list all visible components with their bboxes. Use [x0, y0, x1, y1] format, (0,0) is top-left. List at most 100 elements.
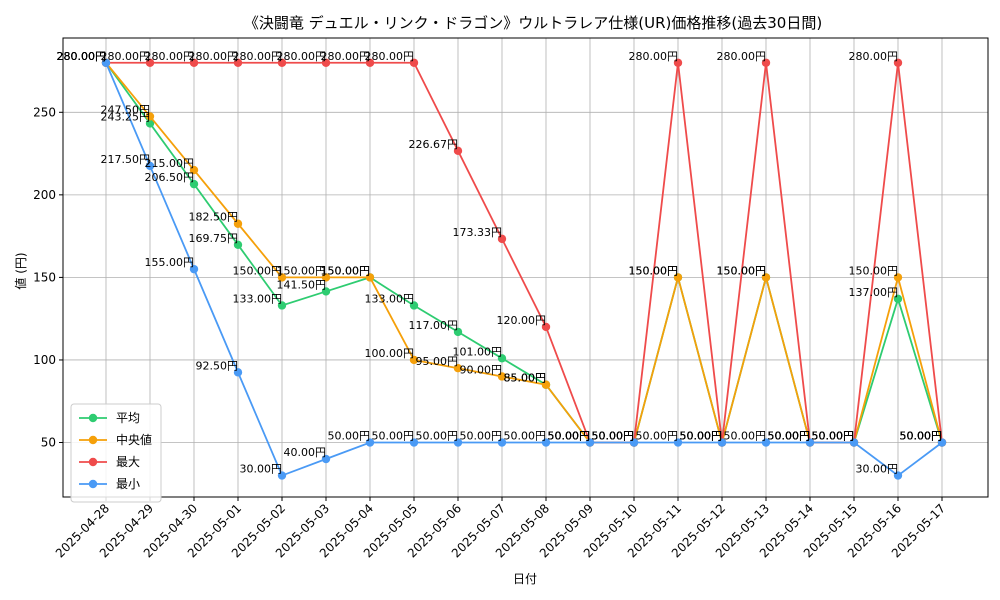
legend-box [70, 403, 162, 503]
series-line [105, 62, 943, 447]
data-point [453, 438, 463, 447]
data-label: 50.00円 [592, 430, 635, 443]
data-point [497, 354, 507, 363]
data-label: 50.00円 [812, 430, 855, 443]
data-label: 50.00円 [900, 430, 943, 443]
data-label: 50.00円 [592, 430, 635, 443]
data-label: 280.00円 [717, 50, 767, 63]
data-point [673, 438, 683, 447]
data-label: 50.00円 [548, 430, 591, 443]
grid [63, 38, 988, 497]
data-label: 50.00円 [504, 430, 547, 443]
data-label: 247.50円 [101, 103, 151, 116]
data-label: 150.00円 [717, 264, 767, 277]
data-label: 92.50円 [196, 359, 239, 372]
legend-marker [88, 457, 98, 467]
y-tick-label: 250 [33, 105, 56, 119]
data-label: 155.00円 [145, 256, 195, 269]
data-point [761, 58, 771, 67]
data-label: 50.00円 [680, 430, 723, 443]
data-point [673, 58, 683, 67]
y-tick-label: 50 [41, 436, 56, 450]
data-label: 50.00円 [328, 430, 371, 443]
data-point [629, 438, 639, 447]
data-point [541, 380, 551, 389]
data-label: 50.00円 [724, 430, 767, 443]
legend-marker [88, 413, 98, 423]
data-label: 206.50円 [145, 171, 195, 184]
data-label: 50.00円 [416, 430, 459, 443]
legend-marker [88, 435, 98, 445]
data-point [453, 146, 463, 156]
data-label: 150.00円 [717, 264, 767, 277]
data-point [189, 165, 199, 175]
data-point [893, 273, 903, 282]
data-label: 50.00円 [900, 430, 943, 443]
data-point [893, 58, 903, 67]
data-label: 150.00円 [321, 264, 371, 277]
data-point [805, 438, 815, 447]
data-label: 101.00円 [453, 345, 503, 358]
data-label: 150.00円 [233, 264, 283, 277]
data-point [497, 234, 507, 244]
data-point [233, 368, 243, 377]
data-labels: 280.00円243.25円206.50円169.75円133.00円141.5… [57, 50, 943, 476]
data-label: 169.75円 [189, 232, 239, 245]
data-label: 243.25円 [101, 110, 151, 123]
data-point [321, 58, 331, 67]
data-label: 150.00円 [321, 264, 371, 277]
series-line [105, 62, 943, 447]
legend-label: 最小 [116, 477, 140, 491]
data-label: 50.00円 [680, 430, 723, 443]
data-point [673, 273, 683, 282]
data-point [409, 301, 419, 310]
data-label: 40.00円 [284, 446, 327, 459]
data-label: 50.00円 [768, 430, 811, 443]
data-point [277, 471, 287, 480]
data-label: 280.00円 [189, 50, 239, 63]
data-point [717, 438, 727, 447]
data-point [145, 112, 155, 121]
data-point [233, 219, 243, 228]
data-label: 280.00円 [233, 50, 283, 63]
data-label: 50.00円 [592, 430, 635, 443]
data-point [937, 438, 947, 447]
y-axis-label: 値 (円) [13, 252, 28, 289]
data-label: 226.67円 [409, 138, 459, 151]
data-label: 150.00円 [849, 264, 899, 277]
data-label: 50.00円 [548, 430, 591, 443]
data-label: 280.00円 [145, 50, 195, 63]
data-point [277, 301, 287, 310]
data-label: 173.33円 [453, 226, 503, 239]
data-label: 280.00円 [101, 50, 151, 63]
data-label: 50.00円 [812, 430, 855, 443]
data-point [541, 322, 551, 332]
data-label: 133.00円 [233, 292, 283, 305]
data-label: 30.00円 [240, 463, 283, 476]
data-label: 50.00円 [900, 430, 943, 443]
data-label: 120.00円 [497, 314, 547, 327]
data-label: 50.00円 [812, 430, 855, 443]
data-label: 150.00円 [629, 264, 679, 277]
data-label: 85.00円 [504, 372, 547, 385]
data-point [409, 58, 419, 67]
y-tick-label: 100 [33, 353, 56, 367]
data-label: 133.00円 [365, 292, 415, 305]
data-label: 50.00円 [900, 430, 943, 443]
data-point [233, 240, 243, 249]
legend-label: 最大 [116, 455, 140, 469]
data-label: 280.00円 [57, 50, 107, 63]
series-line [106, 61, 943, 444]
data-point [849, 438, 859, 447]
data-label: 30.00円 [856, 463, 899, 476]
data-label: 50.00円 [460, 430, 503, 443]
data-point [893, 471, 903, 480]
legend-label: 平均 [116, 411, 140, 425]
data-point [497, 372, 507, 381]
series-line [105, 62, 943, 477]
data-point [585, 438, 595, 447]
data-label: 280.00円 [57, 50, 107, 63]
data-point [365, 438, 375, 447]
data-point [453, 327, 463, 337]
data-point [453, 364, 463, 373]
